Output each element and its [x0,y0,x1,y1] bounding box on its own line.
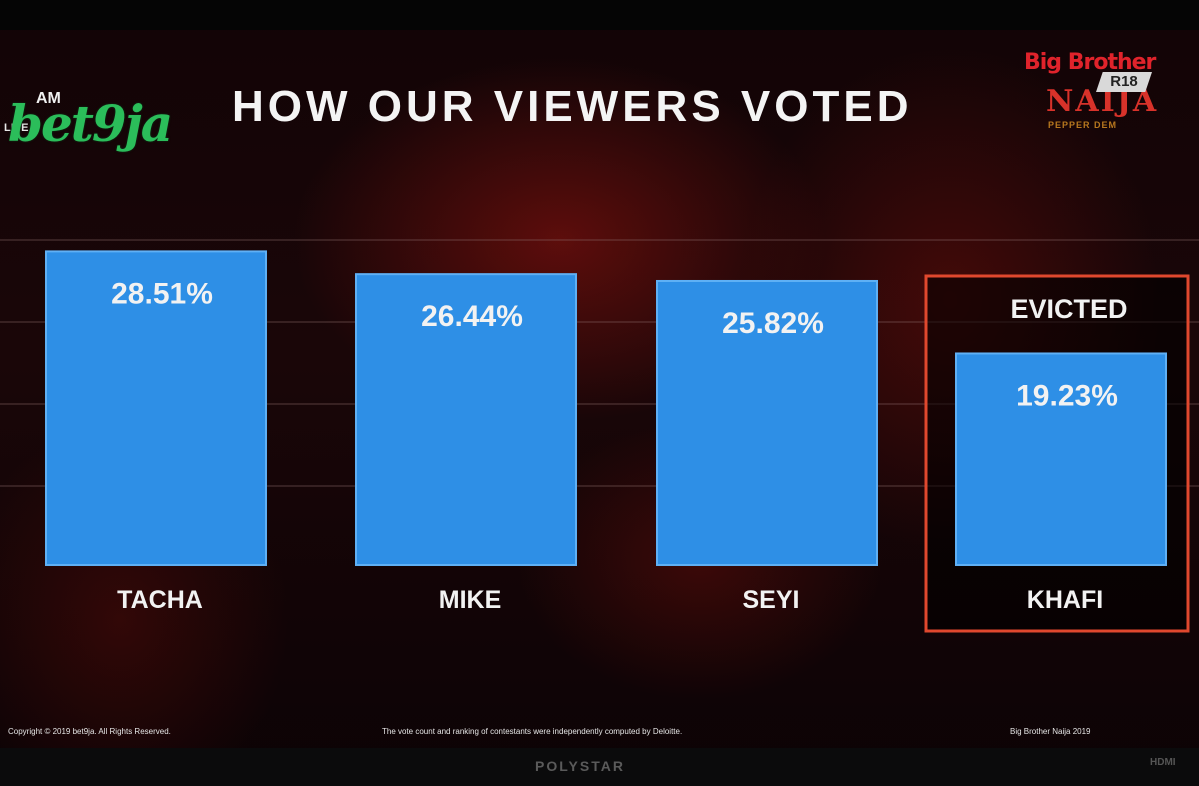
chart-title: HOW OUR VIEWERS VOTED [232,82,913,131]
bar-tacha [45,250,267,566]
tv-input-label: HDMI [1150,757,1176,768]
value-label-seyi: 25.82% [722,307,824,340]
tv-bezel-top [0,0,1199,30]
value-label-mike: 26.44% [421,300,523,333]
logo-big-brother-text: Big Brother [1024,50,1156,75]
bar-khafi [955,352,1167,566]
footer-deloitte-note: The vote count and ranking of contestant… [382,727,683,736]
logo-pepper-dem-text: PEPPER DEM [1048,120,1118,130]
tv-brand-label: POLYSTAR [535,758,625,774]
logo-live-text: LIVE [4,122,29,134]
bar-mike [355,273,577,566]
bar-seyi [656,279,878,566]
value-label-tacha: 28.51% [111,277,213,310]
tv-bezel-bottom [0,748,1199,786]
category-label-seyi: SEYI [743,586,800,614]
labels: 28.51% TACHA 26.44% MIKE 25.82% SEYI 19.23% KHA… [111,277,1118,614]
footer-show-name: Big Brother Naija 2019 [1010,727,1091,736]
evicted-label: EVICTED [1010,294,1127,324]
rating-badge: R18 [1096,72,1152,92]
footer-copyright: Copyright © 2019 bet9ja. All Rights Rese… [8,727,171,736]
category-label-tacha: TACHA [117,586,203,614]
logo-am-text: AM [36,90,61,107]
bet9ja-logo: AM LIVE bet9ja [0,42,190,153]
logo-bet9ja-text: bet9ja [8,94,173,153]
category-label-mike: MIKE [439,586,502,614]
value-label-khafi: 19.23% [1016,379,1118,412]
bars [45,250,1167,566]
category-label-khafi: KHAFI [1027,586,1103,614]
